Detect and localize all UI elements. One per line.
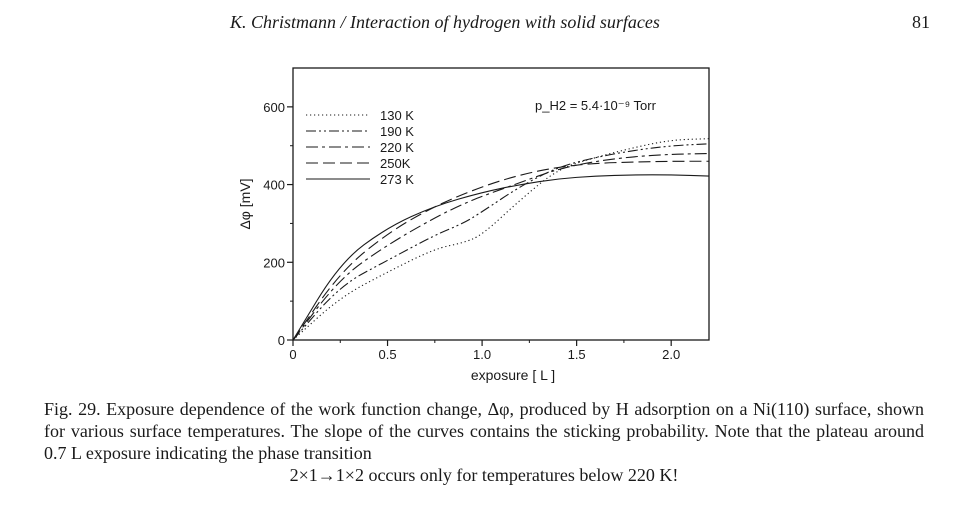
pressure-annotation: p_H2 = 5.4·10⁻⁹ Torr [535, 98, 657, 113]
caption-last-line: 2×1→1×2 occurs only for temperatures bel… [289, 465, 679, 485]
page-number: 81 [912, 12, 930, 32]
legend-label-1: 190 K [380, 124, 414, 139]
x-tick-label: 0.5 [379, 347, 397, 362]
x-tick-label: 2.0 [662, 347, 680, 362]
series-line-2 [292, 152, 710, 341]
series-line-3 [292, 160, 709, 341]
x-axis-label: exposure [ L ] [471, 367, 555, 383]
running-head: K. Christmann / Interaction of hydrogen … [0, 12, 968, 34]
series-line-1 [292, 143, 710, 341]
legend-label-4: 273 K [380, 172, 414, 187]
figure-chart: 0 0.5 1.0 1.5 2.0 0 200 400 600 exposure [ L ] Δφ … [237, 67, 710, 383]
series-line-0 [292, 138, 710, 341]
y-tick-label: 200 [263, 255, 285, 270]
y-axis-label: Δφ [mV] [237, 178, 253, 229]
plot-frame [292, 67, 710, 341]
caption-text: Fig. 29. Exposure dependence of the work… [44, 399, 924, 463]
y-tick-label: 600 [263, 100, 285, 115]
x-tick-label: 0 [289, 347, 296, 362]
x-tick-label: 1.5 [568, 347, 586, 362]
legend-label-0: 130 K [380, 108, 414, 123]
series-line-4 [292, 174, 710, 341]
y-tick-label: 0 [278, 333, 285, 348]
y-tick-label: 400 [263, 178, 285, 193]
legend-label-2: 220 K [380, 140, 414, 155]
running-title: K. Christmann / Interaction of hydrogen … [230, 12, 660, 32]
legend-label-3: 250K [380, 156, 411, 171]
figure-caption: Fig. 29. Exposure dependence of the work… [44, 398, 924, 486]
x-tick-label: 1.0 [473, 347, 491, 362]
